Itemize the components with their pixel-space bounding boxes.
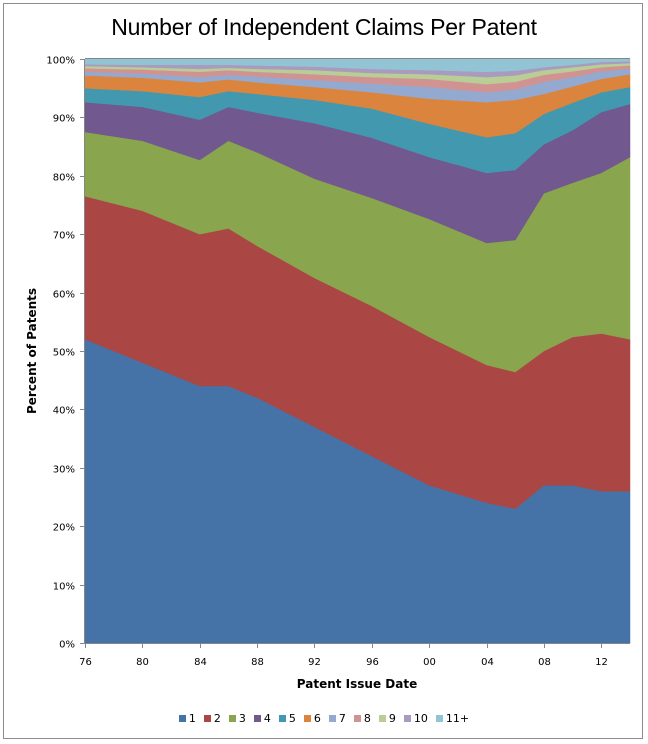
legend-label: 3 [238,712,246,725]
legend-item: 4 [253,712,271,725]
x-tick-label: 04 [481,657,494,668]
legend-label: 5 [288,712,296,725]
legend-swatch [228,715,236,722]
legend-swatch [353,715,361,722]
chart-title: Number of Independent Claims Per Patent [111,14,537,40]
y-tick-label: 0% [59,640,75,651]
legend-label: 11+ [445,712,470,725]
x-tick-label: 12 [595,657,608,668]
y-axis-title: Percent of Patents [25,288,39,414]
legend-swatch [403,715,411,722]
legend-swatch [435,715,443,722]
x-tick-label: 92 [308,657,321,668]
legend-label: 8 [363,712,371,725]
y-tick-label: 90% [53,114,75,125]
x-tick-label: 80 [136,657,149,668]
legend-swatch [253,715,261,722]
legend-item: 9 [378,712,396,725]
y-tick-label: 40% [53,406,75,417]
legend-swatch [378,715,386,722]
legend-label: 9 [388,712,396,725]
legend-label: 10 [413,712,428,725]
x-tick-label: 76 [79,657,92,668]
x-tick-label: 96 [366,657,379,668]
legend-item: 10 [403,712,428,725]
legend-label: 2 [213,712,221,725]
legend-item: 7 [328,712,346,725]
y-tick-label: 50% [53,348,75,359]
y-tick-label: 30% [53,465,75,476]
y-tick-label: 100% [46,56,75,67]
y-tick-label: 70% [53,231,75,242]
legend-swatch [328,715,336,722]
legend-swatch [203,715,211,722]
y-tick-label: 80% [53,173,75,184]
legend-swatch [303,715,311,722]
y-tick-label: 20% [53,523,75,534]
legend-item: 5 [278,712,296,725]
legend-item: 3 [228,712,246,725]
series-areas [84,58,631,644]
legend-item: 1 [178,712,196,725]
x-tick-label: 00 [423,657,436,668]
legend-label: 4 [263,712,271,725]
legend-swatch [178,715,186,722]
legend: 1 2 3 4 5 6 7 8 9 10 11+ [0,712,648,725]
legend-item: 2 [203,712,221,725]
legend-item: 6 [303,712,321,725]
axes: 0% 10% 20% 30% 40% 50% 60% 70% 80% 90% 100% 76 80 84 8… [46,56,630,668]
x-tick-label: 08 [538,657,551,668]
legend-label: 1 [188,712,196,725]
legend-item: 8 [353,712,371,725]
x-axis-title: Patent Issue Date [297,677,417,691]
x-tick-label: 84 [194,657,207,668]
legend-item: 11+ [435,712,470,725]
legend-label: 6 [313,712,321,725]
y-tick-label: 60% [53,290,75,301]
legend-label: 7 [338,712,346,725]
x-tick-label: 88 [251,657,264,668]
y-tick-label: 10% [53,582,75,593]
legend-swatch [278,715,286,722]
